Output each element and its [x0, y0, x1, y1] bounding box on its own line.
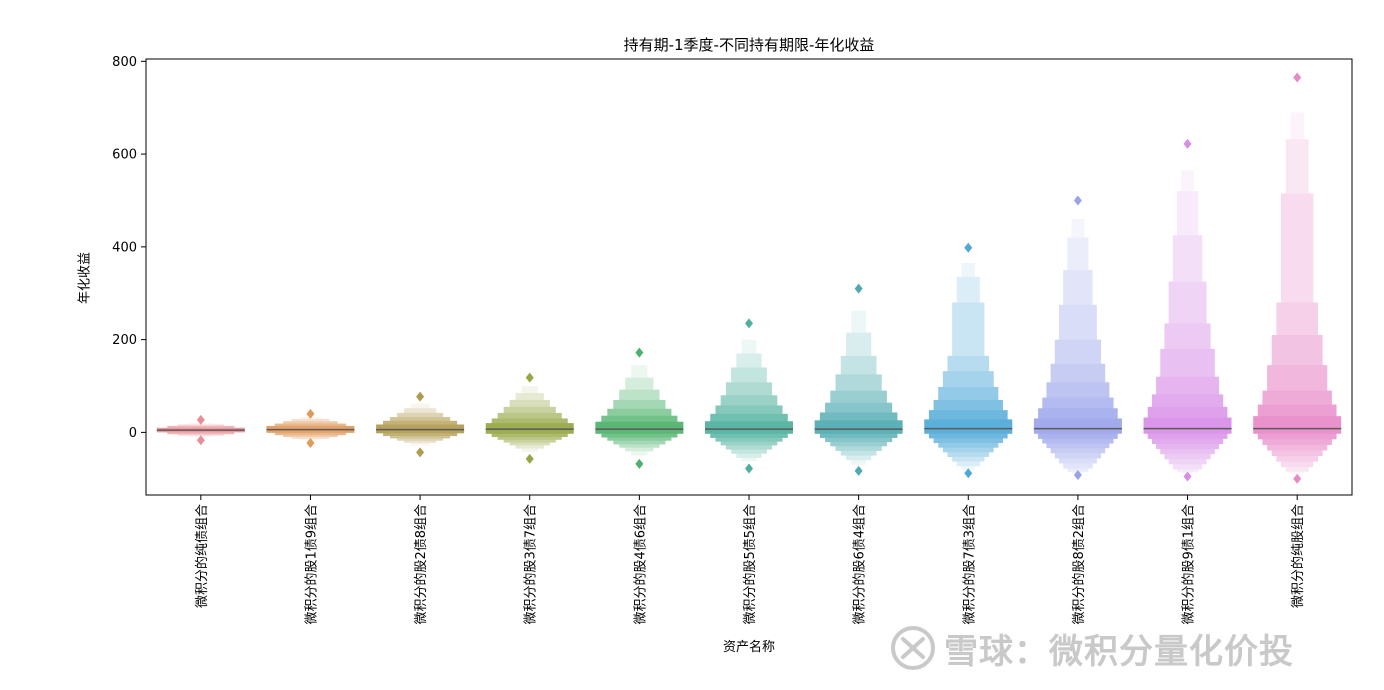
x-tick-label: 微积分的股6债4组合 [852, 504, 868, 625]
outlier-point [416, 391, 425, 402]
outlier-point [635, 458, 644, 469]
boxen-box [1253, 416, 1342, 434]
outlier-point [1073, 470, 1082, 481]
outlier-point [854, 465, 863, 476]
boxen-box [924, 419, 1013, 434]
boxen-series-5 [595, 347, 684, 469]
x-tick-label: 微积分的股8债2组合 [1071, 504, 1087, 625]
boxen-series-8 [924, 242, 1013, 479]
x-tick-label: 微积分的股4债6组合 [632, 504, 648, 625]
x-axis-label: 资产名称 [722, 640, 775, 655]
y-tick-label: 800 [112, 55, 137, 70]
x-tick-label: 微积分的股1债9组合 [303, 504, 319, 625]
x-tick-label: 微积分的纯股组合 [1290, 504, 1306, 608]
outlier-point [635, 347, 644, 358]
boxen-box [814, 420, 903, 434]
boxen-series-2 [266, 408, 355, 449]
boxen-series-3 [376, 391, 465, 458]
outlier-point [1183, 471, 1192, 482]
x-tick-label: 微积分的纯债组合 [194, 504, 210, 608]
x-tick-label: 微积分的股9债1组合 [1181, 504, 1197, 625]
chart-title: 持有期-1季度-不同持有期限-年化收益 [623, 36, 875, 54]
outlier-point [1073, 195, 1082, 206]
outlier-point [1293, 473, 1302, 484]
outlier-point [196, 414, 205, 425]
boxen-series-9 [1033, 195, 1122, 481]
boxen-box [1143, 417, 1232, 434]
boxen-box [595, 421, 684, 434]
outlier-point [416, 447, 425, 458]
outlier-point [525, 453, 534, 464]
outlier-point [745, 463, 753, 474]
y-tick-label: 400 [112, 240, 137, 255]
outlier-point [525, 372, 534, 383]
y-tick-label: 0 [129, 426, 137, 441]
axes-group: 0 200 400 600 800 微积分的纯债组合 微积分的股1债9组合 微积分的股2债8组… [112, 55, 1353, 625]
boxen-box [705, 421, 793, 434]
outlier-point [1293, 72, 1302, 83]
xueqiu-logo-icon [891, 626, 935, 670]
boxen-series-group [156, 72, 1342, 484]
outlier-point [854, 283, 863, 294]
x-tick-label: 微积分的股3债7组合 [523, 504, 539, 625]
outlier-point [745, 318, 753, 329]
boxen-series-1 [156, 414, 245, 446]
outlier-point [306, 438, 315, 449]
outlier-point [196, 435, 205, 446]
outlier-point [1183, 138, 1192, 149]
x-tick-label: 微积分的股5债5组合 [742, 504, 758, 625]
outlier-point [964, 468, 973, 479]
boxen-box [1033, 418, 1122, 434]
boxen-series-6 [705, 318, 793, 474]
boxen-series-11 [1253, 72, 1342, 484]
watermark-text: 雪球：微积分量化价投 [944, 631, 1294, 672]
y-tick-label: 200 [112, 333, 137, 348]
boxen-series-10 [1143, 138, 1232, 482]
outlier-point [964, 242, 973, 253]
watermark: 雪球：微积分量化价投 [890, 622, 1294, 674]
x-tick-label: 微积分的股2债8组合 [413, 504, 429, 625]
x-tick-label: 微积分的股7债3组合 [961, 504, 977, 625]
boxen-series-4 [485, 372, 574, 464]
y-tick-label: 600 [112, 148, 137, 163]
boxen-series-7 [814, 283, 903, 476]
outlier-point [306, 408, 315, 419]
